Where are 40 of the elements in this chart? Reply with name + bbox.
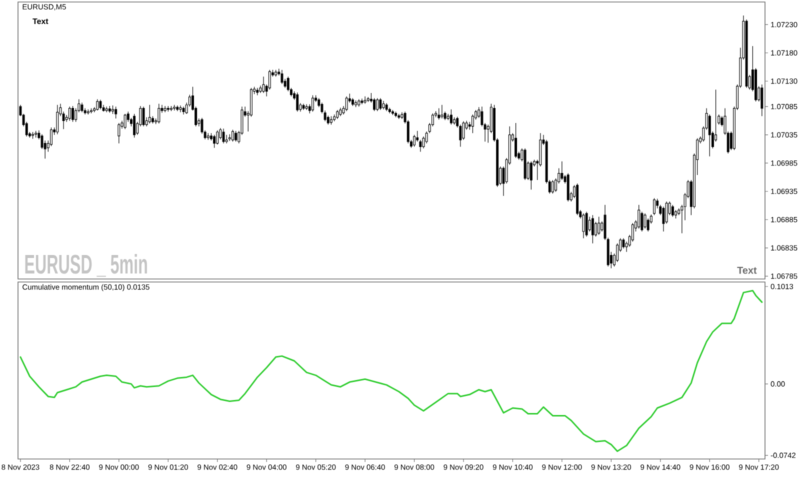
candlestick [622,238,625,249]
candlestick [419,140,422,152]
annotation: Text [737,266,757,274]
candlestick [400,112,404,120]
candlestick [222,128,225,144]
candlestick [745,19,748,88]
candlestick [582,213,585,239]
candlestick [164,106,166,113]
candlestick [440,104,444,119]
candlestick [179,105,182,113]
candlestick [80,102,84,113]
candlestick [665,201,668,224]
candlestick [200,118,204,134]
candlestick [262,76,265,94]
candlestick [560,161,564,180]
line-series [20,290,763,452]
candlestick [760,84,764,116]
candlestick [585,211,588,237]
candlestick [382,100,385,110]
candlestick [379,98,382,110]
candlestick [339,107,342,116]
candlestick [99,99,102,110]
candlestick [182,106,185,115]
candlestick [142,106,145,127]
candlestick [259,85,262,94]
candlestick [364,96,366,104]
candlestick [644,213,646,229]
candlestick [640,211,644,232]
candlestick [480,106,484,127]
candlestick [360,98,364,105]
candlestick [462,120,465,140]
candlestick [662,206,665,232]
candlestick [62,111,65,130]
candlestick [524,148,526,180]
candlestick [422,136,425,149]
candlestick [219,128,222,140]
candlestick [40,134,44,150]
annotation: EURUSD _ 5min [25,254,147,277]
candlestick [302,103,305,110]
candlestick [280,70,284,84]
